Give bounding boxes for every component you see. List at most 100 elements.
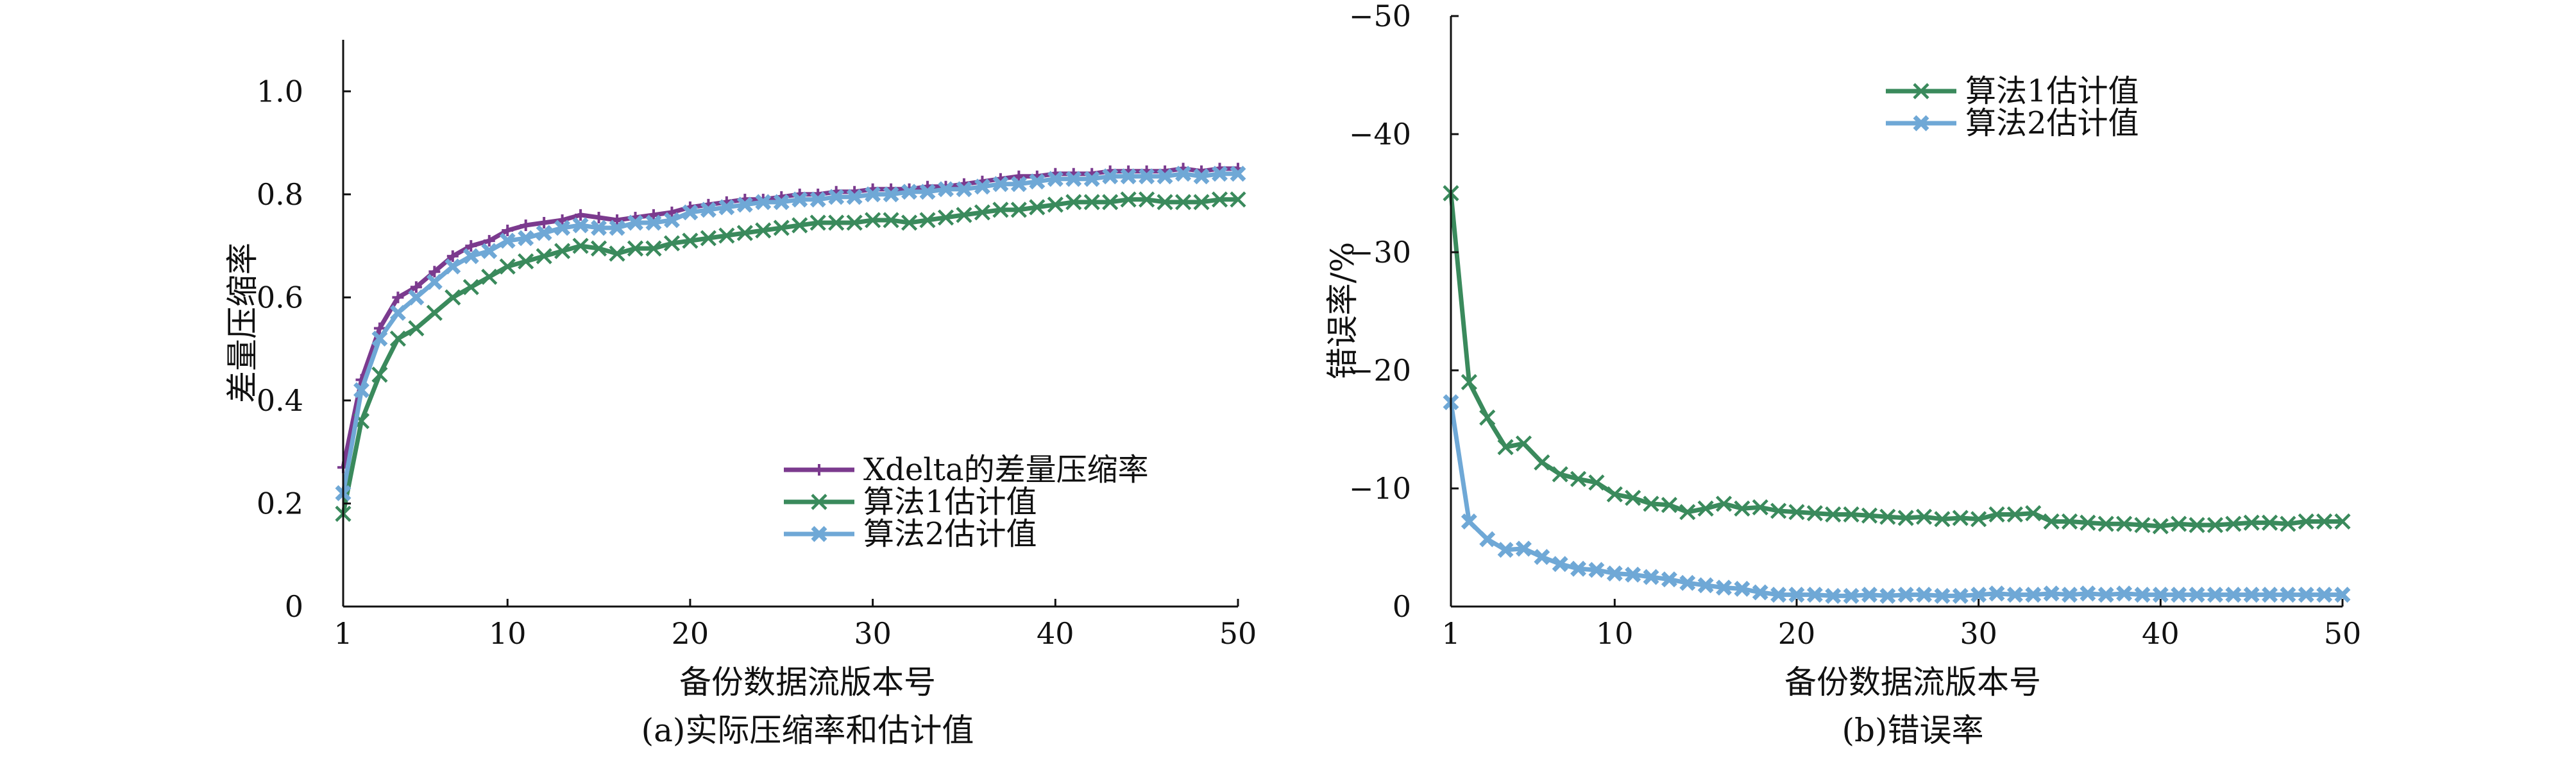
panel-b-series-1-point — [1534, 454, 1550, 471]
panel-b-series-1-point — [2243, 514, 2260, 531]
panel-b-x-tick-label: 40 — [2142, 616, 2180, 651]
panel-a-series-3-point — [919, 184, 936, 200]
panel-b-series-2-point — [2062, 587, 2078, 603]
panel-b-series-2-point — [2207, 587, 2223, 603]
panel-b-series-1-point — [1643, 495, 1659, 512]
panel-b-series-2-point — [1861, 587, 1877, 603]
panel-a-x-tick-label: 50 — [1219, 616, 1257, 651]
panel-a-series-3-point — [536, 225, 552, 241]
panel-a-series-3-point — [682, 204, 699, 221]
panel-b-series-2-point — [1570, 560, 1587, 577]
panel-a-series-2-point — [736, 225, 753, 241]
panel-b-series-1-point — [2225, 515, 2242, 532]
panel-b-x-tick-label: 10 — [1596, 616, 1634, 651]
panel-a-series-2-point — [408, 320, 425, 337]
panel-b-series-2-point — [1970, 587, 1987, 603]
panel-a-series-3-point — [1010, 176, 1027, 193]
panel-b-series-1-point — [1843, 506, 1860, 523]
panel-a-series-1-point — [647, 209, 659, 221]
panel-a-y-tick-label: 1.0 — [257, 74, 303, 108]
panel-b-series-2-point — [1716, 580, 1732, 596]
panel-b-series-1-point — [2080, 514, 2096, 531]
panel-b-series-2-point — [2225, 587, 2242, 603]
panel-a-series-3-point — [1047, 171, 1063, 187]
panel-a-series-2-point — [554, 243, 571, 259]
panel-a-series-3-point — [408, 289, 425, 306]
panel-a-series-2-point — [426, 304, 443, 322]
panel-b-series-2-point — [2298, 587, 2314, 603]
panel-b-y-tick-label: −50 — [1349, 0, 1411, 33]
panel-a-series-2-point — [901, 214, 918, 231]
panel-a-series-2-point — [700, 230, 716, 246]
panel-a-y-tick-label: 0.6 — [257, 280, 303, 314]
panel-b-y-tick-label: −20 — [1349, 353, 1411, 388]
panel-a-series-3-point — [371, 331, 388, 347]
panel-a-series-1-point — [465, 240, 477, 252]
panel-b-y-tick-label: −40 — [1349, 117, 1411, 151]
panel-a-series-3-point — [645, 214, 662, 231]
panel-b-chart: 1 10 20 30 40 50 0 −10 −20 −30 −40 −50 算法1估计值算法2估计值… — [1324, 0, 2361, 749]
panel-b-series-1-point — [1861, 507, 1878, 524]
panel-a-series-3-point — [1212, 166, 1228, 182]
panel-b-series-2-point — [1479, 531, 1496, 547]
panel-a-legend-marker-2 — [811, 494, 827, 510]
panel-a-y-tick-label: 0.8 — [257, 177, 303, 212]
panel-b-series-2-point — [1534, 549, 1550, 565]
panel-b-x-tick-label: 20 — [1778, 616, 1816, 651]
panel-b-series-1-point — [2280, 515, 2296, 532]
panel-a-y-tick-label: 0.2 — [257, 486, 303, 521]
panel-a-series-3-point — [865, 186, 881, 203]
panel-b-series-1-point — [1988, 506, 2005, 523]
panel-b-series-1-point — [1734, 500, 1750, 517]
panel-b-legend-marker-1 — [1913, 83, 1929, 99]
panel-b-series-1-point — [1497, 439, 1514, 456]
panel-b-series-2-point — [2006, 587, 2023, 603]
panel-b-series-1-point — [2006, 506, 2023, 523]
panel-b-series-2-point — [2189, 587, 2205, 603]
panel-b-series-1-point — [1479, 409, 1496, 426]
panel-b-series-1-point — [2298, 513, 2314, 530]
panel-a-series-3-point — [773, 194, 790, 211]
panel-a-series-2-point — [481, 268, 498, 285]
panel-b-legend-label-1: 算法1估计值 — [1965, 73, 2139, 109]
panel-a-series-3-point — [1083, 171, 1100, 187]
panel-a-series-2-point — [865, 212, 881, 228]
panel-a-series-1-point — [392, 291, 404, 304]
panel-a-series-3-point — [901, 184, 918, 200]
panel-b-series-1-point — [2261, 514, 2278, 531]
panel-a-series-2-point — [1211, 191, 1228, 208]
panel-a-y-axis-title: 差量压缩率 — [224, 243, 261, 403]
panel-b-series-1-point — [1552, 466, 1568, 483]
panel-a-series-1-point — [556, 214, 568, 226]
panel-b-series-2-point — [1752, 584, 1768, 601]
panel-a-series-3-point — [481, 243, 498, 259]
panel-b-x-tick-label: 50 — [2324, 616, 2362, 651]
panel-a-series-2-point — [1139, 191, 1155, 208]
panel-b-x-axis-title: 备份数据流版本号 — [1784, 664, 2041, 701]
panel-a-series-line-1 — [341, 166, 1238, 469]
panel-b-series-2-point — [2097, 587, 2114, 603]
panel-a-series-2-point — [1029, 199, 1046, 216]
panel-b-series-1-point — [2334, 513, 2351, 530]
panel-a-series-1-point — [611, 214, 623, 226]
panel-a-y-tick-label: 0.4 — [257, 383, 303, 418]
panel-a-series-1-point — [520, 219, 532, 231]
panel-b-series-2-point — [1916, 587, 1933, 603]
panel-a-series-2-point — [590, 240, 607, 257]
panel-a-y-tick-label: 0 — [285, 589, 303, 624]
panel-a-x-tick-label: 30 — [854, 616, 892, 651]
panel-b-series-2-point — [1952, 587, 1969, 604]
panel-a-series-1-point — [483, 235, 495, 247]
panel-a-series-2-point — [462, 279, 479, 295]
panel-a-series-2-point — [974, 204, 991, 221]
panel-a-series-3-point — [462, 248, 479, 264]
panel-b-series-2-point — [1515, 540, 1532, 557]
panel-a-series-2-point — [1102, 194, 1119, 211]
panel-a-series-3-point — [353, 382, 369, 399]
panel-b-series-2-point — [2043, 585, 2060, 602]
panel-a-series-1-point — [1013, 170, 1025, 182]
panel-a-series-2-point — [755, 222, 772, 239]
panel-a-x-tick-label: 1 — [334, 616, 352, 651]
panel-a-series-2-point — [536, 248, 552, 264]
